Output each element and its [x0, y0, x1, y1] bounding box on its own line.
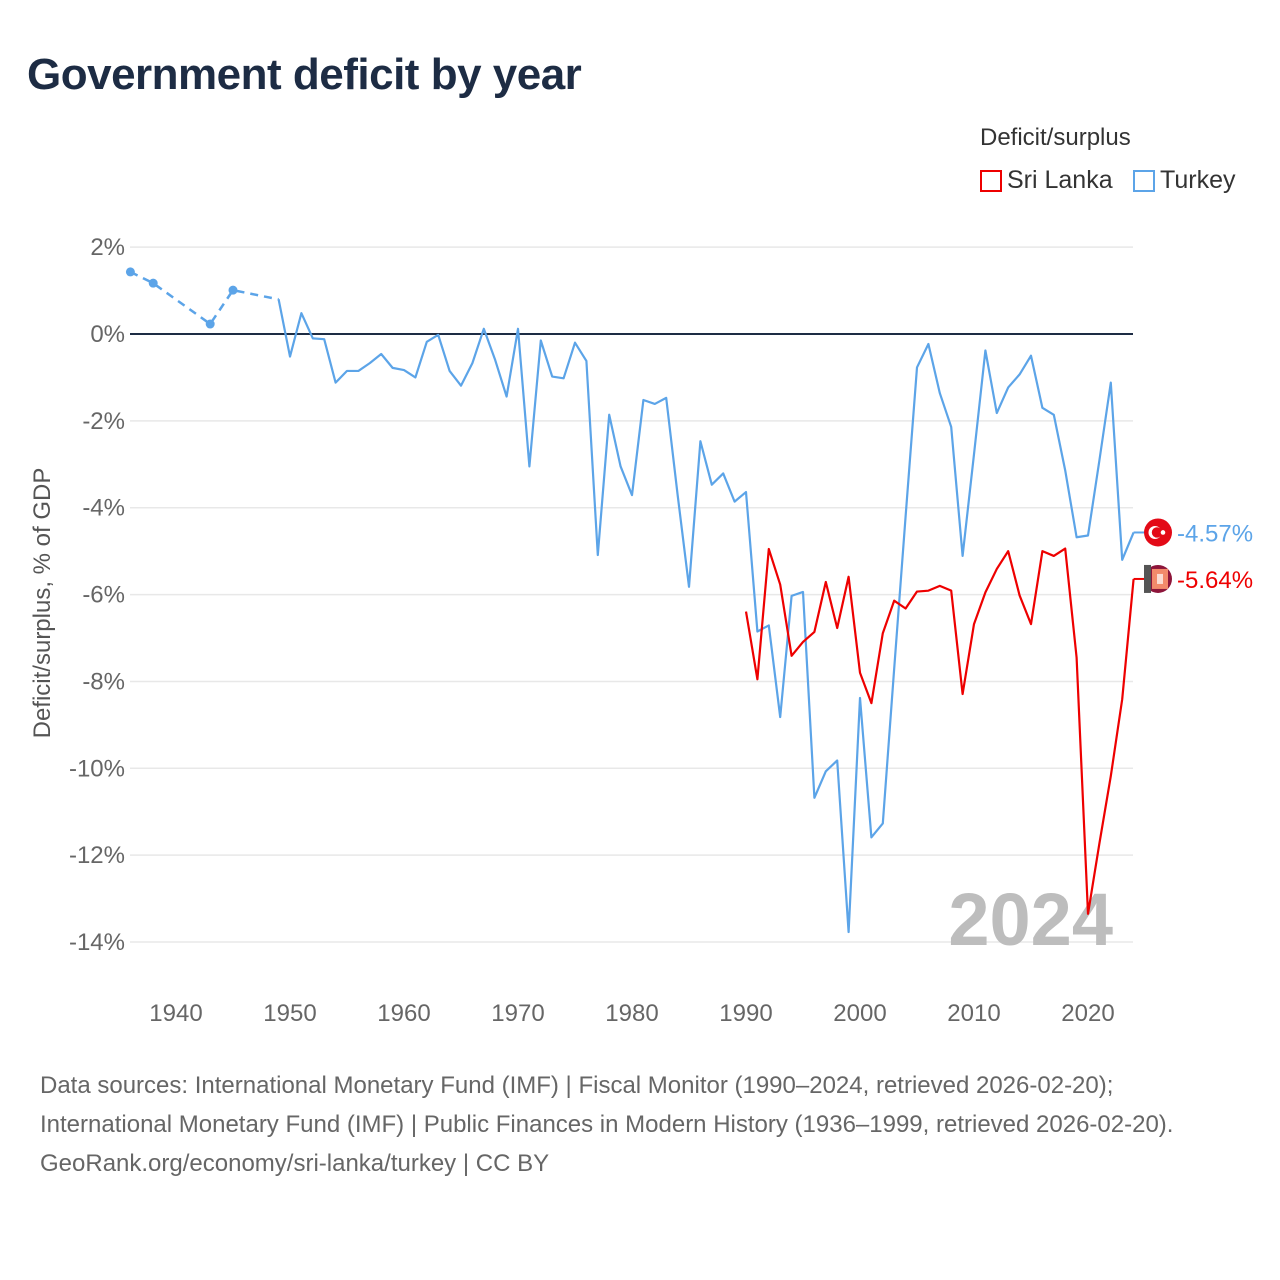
y-tick-label: -8%: [82, 668, 125, 695]
sri-lanka-flag-lion: [1157, 573, 1163, 584]
y-tick-label: -6%: [82, 582, 125, 609]
source-text: Data sources: International Monetary Fun…: [40, 1072, 1174, 1138]
turkey-point: [228, 285, 238, 295]
turkey-end-label: -4.57%: [1177, 520, 1253, 547]
x-tick-label: 1980: [605, 1000, 658, 1027]
legend-swatch-sri-lanka: [980, 169, 1002, 192]
x-tick-label: 2020: [1061, 1000, 1114, 1027]
x-tick-label: 2010: [947, 1000, 1000, 1027]
turkey-flag-crescent-cut: [1151, 527, 1163, 538]
legend-swatch-turkey: [1133, 169, 1155, 192]
y-tick-label: 0%: [90, 321, 125, 348]
legend-label: Sri Lanka: [1007, 166, 1113, 194]
sri-lanka-line: [744, 547, 1135, 915]
legend-title: Deficit/surplus: [980, 124, 1131, 151]
y-tick-label: -2%: [82, 408, 125, 435]
turkey-point: [125, 267, 135, 277]
source-note: Data sources: International Monetary Fun…: [40, 1066, 1240, 1183]
x-tick-label: 1940: [149, 1000, 202, 1027]
sri-lanka-end-label: -5.64%: [1177, 567, 1253, 594]
x-tick-label: 1960: [377, 1000, 430, 1027]
turkey-point: [205, 319, 215, 329]
x-tick-label: 1970: [491, 1000, 544, 1027]
y-tick-label: 2%: [90, 234, 125, 261]
sri-lanka-flag-stripe: [1144, 564, 1151, 593]
x-tick-label: 1990: [719, 1000, 772, 1027]
legend-item-sri-lanka[interactable]: Sri Lanka: [980, 166, 1113, 195]
y-axis-label: Deficit/surplus, % of GDP: [29, 468, 56, 739]
y-tick-label: -14%: [69, 929, 125, 956]
turkey-line: [277, 299, 1135, 934]
legend-label: Turkey: [1160, 166, 1236, 194]
turkey-flag-star: [1160, 530, 1166, 535]
chart-title: Government deficit by year: [27, 50, 582, 99]
legend-item-turkey[interactable]: Turkey: [1133, 166, 1235, 195]
source-link[interactable]: GeoRank.org/economy/sri-lanka/turkey | C…: [40, 1150, 550, 1177]
y-tick-label: -4%: [82, 495, 125, 522]
y-tick-label: -10%: [69, 755, 125, 782]
line-chart: 2% 0% -2% -4% -6% -8% -10% -12% -14% 1940 1950 1960…: [29, 234, 1253, 1027]
x-tick-label: 1950: [263, 1000, 316, 1027]
year-watermark: 2024: [948, 878, 1113, 961]
turkey-point: [148, 278, 158, 288]
y-tick-label: -12%: [69, 842, 125, 869]
x-tick-label: 2000: [833, 1000, 886, 1027]
